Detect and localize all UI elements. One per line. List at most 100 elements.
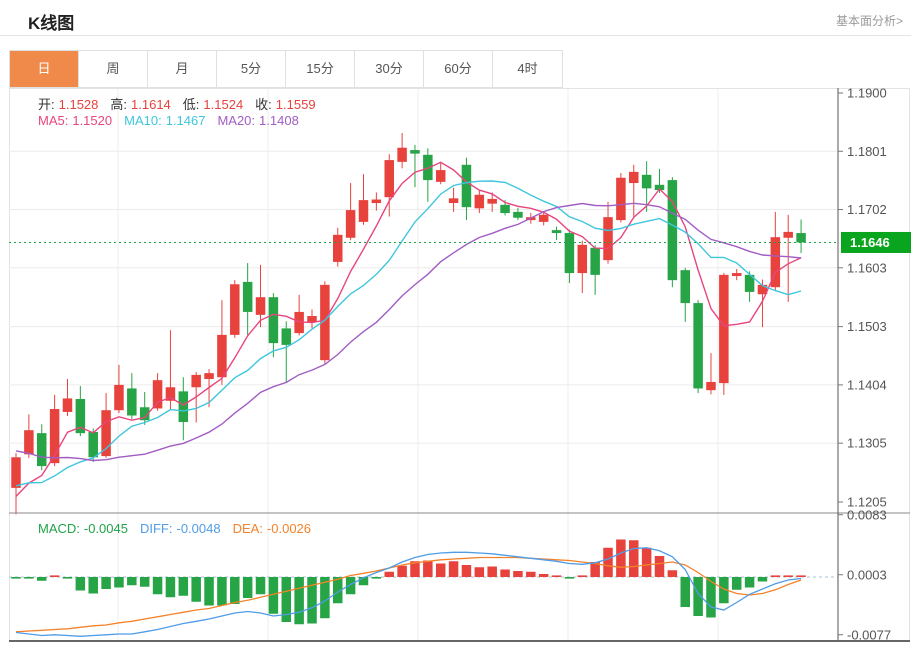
candle-body (371, 199, 382, 204)
macd-bar (88, 577, 98, 594)
macd-bar (127, 577, 137, 586)
legend-value: 1.1467 (165, 113, 206, 128)
candle-body (88, 431, 98, 458)
legend-value: 1.1524 (203, 97, 244, 112)
macd-bar (242, 577, 253, 598)
macd-bar (706, 577, 716, 618)
macd-bar (435, 563, 446, 577)
macd-bar (139, 577, 150, 587)
candle-body (706, 381, 716, 391)
macd-bar (783, 575, 793, 577)
macd-bar (693, 577, 703, 616)
candle-body (616, 177, 626, 221)
macd-bar (474, 567, 485, 577)
candle-body (345, 210, 356, 238)
macd-bar (796, 575, 806, 577)
macd-bar (36, 577, 47, 581)
legend-value: -0.0026 (266, 521, 312, 536)
candle-body (461, 164, 472, 208)
legend-label: DIFF: (139, 521, 173, 536)
macd-bar (255, 577, 266, 595)
candle-body (139, 407, 150, 421)
macd-bar (152, 577, 163, 595)
macd-bar (500, 569, 510, 577)
macd-bar (448, 561, 459, 577)
macd-bar (320, 577, 330, 619)
axis-label: 1.1702 (847, 202, 887, 217)
legend-value: 1.1520 (72, 113, 113, 128)
tab-60分[interactable]: 60分 (424, 51, 493, 87)
macd-bar (75, 577, 86, 591)
candle-body (217, 334, 227, 378)
legend-value: 1.1408 (259, 113, 299, 128)
macd-bar (590, 562, 600, 577)
macd-bar (423, 560, 433, 577)
macd-bar (487, 566, 497, 577)
macd-bar (114, 577, 124, 588)
candle-body (590, 247, 600, 275)
dea-line (15, 556, 802, 633)
legend-value: 1.1614 (131, 97, 171, 112)
macd-bar (654, 556, 665, 577)
candle-body (191, 374, 201, 388)
tab-4时[interactable]: 4时 (493, 51, 562, 87)
candle-body (230, 284, 240, 335)
title-separator (0, 35, 911, 36)
candle-body (36, 433, 47, 467)
candle-body (680, 270, 690, 304)
macd-bar (526, 571, 536, 577)
legend-label: 低: (182, 97, 200, 112)
candle-body (127, 388, 137, 416)
legend-value: -0.0045 (83, 521, 128, 536)
macd-bar (371, 577, 382, 579)
candle-body (333, 234, 343, 262)
macd-bar (731, 577, 742, 590)
candle-body (654, 184, 665, 191)
candle-body (204, 373, 214, 380)
candle-body (577, 244, 588, 274)
tab-30分[interactable]: 30分 (355, 51, 424, 87)
macd-bar (49, 575, 60, 577)
axis-label: -0.0077 (847, 627, 891, 642)
candle-body (487, 198, 497, 204)
chart-frame (9, 88, 910, 641)
axis-label: 1.1503 (847, 319, 887, 334)
axis-label: 1.1404 (847, 377, 887, 392)
macd-bar (551, 575, 562, 577)
macd-bar (358, 577, 369, 586)
candle-body (320, 284, 330, 361)
macd-bar (217, 577, 227, 606)
macd-bar (11, 577, 21, 579)
macd-bar (294, 577, 304, 625)
current-price-badge (841, 231, 911, 253)
tab-周[interactable]: 周 (79, 51, 148, 87)
current-price-badge-label: 1.1646 (850, 235, 890, 250)
ma5-line (15, 161, 802, 497)
tab-月[interactable]: 月 (148, 51, 217, 87)
axis-label: 0.0003 (847, 567, 887, 582)
candle-body (294, 311, 304, 334)
candle-body (242, 281, 253, 312)
page-title: K线图 (28, 14, 75, 33)
candle-body (731, 273, 742, 277)
macd-bar (770, 575, 781, 577)
macd-bar (165, 577, 176, 598)
axis-label: 1.1801 (847, 144, 887, 159)
legend-label: MA20: (217, 113, 256, 128)
macd-bar (204, 577, 214, 606)
candle-body (757, 284, 768, 295)
candle-body (11, 457, 21, 488)
macd-bar (641, 547, 652, 577)
tab-日[interactable]: 日 (10, 51, 79, 87)
macd-bar (719, 577, 729, 604)
fundamental-analysis-link[interactable]: 基本面分析> (835, 14, 903, 28)
candle-body (538, 214, 549, 222)
macd-bar (384, 571, 394, 577)
candle-body (500, 204, 510, 214)
tab-15分[interactable]: 15分 (286, 51, 355, 87)
legend-value: -0.0048 (176, 521, 221, 536)
axis-label: 1.1305 (847, 436, 887, 451)
tab-5分[interactable]: 5分 (217, 51, 286, 87)
